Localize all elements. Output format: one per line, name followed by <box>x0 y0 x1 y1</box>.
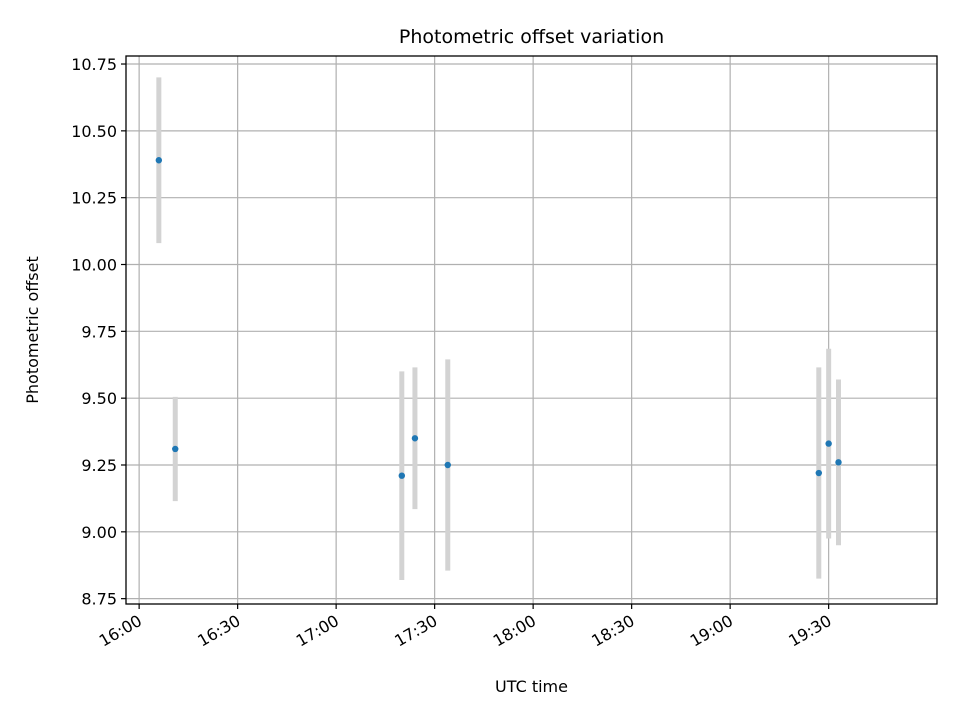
data-point <box>825 440 832 447</box>
chart-title: Photometric offset variation <box>399 26 664 48</box>
data-point <box>411 435 419 442</box>
y-tick-label: 10.75 <box>71 55 117 74</box>
data-point <box>172 445 179 453</box>
grid <box>126 56 937 604</box>
y-tick-label: 9.50 <box>81 389 117 408</box>
data-point <box>815 469 822 477</box>
y-tick-label: 9.75 <box>81 322 117 341</box>
data-point <box>444 461 451 469</box>
plot-frame <box>125 55 938 605</box>
data-point <box>155 157 163 164</box>
y-axis-ticks: 8.75 9.00 9.25 9.50 9.75 10.00 10.25 10.50 10.75 <box>71 55 126 609</box>
data-point <box>835 459 842 466</box>
y-tick-label: 9.25 <box>81 456 117 475</box>
x-axis-label: UTC time <box>495 677 568 696</box>
y-tick-label: 10.25 <box>71 189 117 208</box>
y-tick-label: 10.50 <box>71 122 117 141</box>
y-axis-label: Photometric offset <box>23 256 42 404</box>
data-points <box>155 157 842 479</box>
y-tick-label: 9.00 <box>81 523 117 542</box>
y-tick-label: 10.00 <box>71 256 117 275</box>
data-point <box>398 472 406 479</box>
y-tick-label: 8.75 <box>81 590 117 609</box>
